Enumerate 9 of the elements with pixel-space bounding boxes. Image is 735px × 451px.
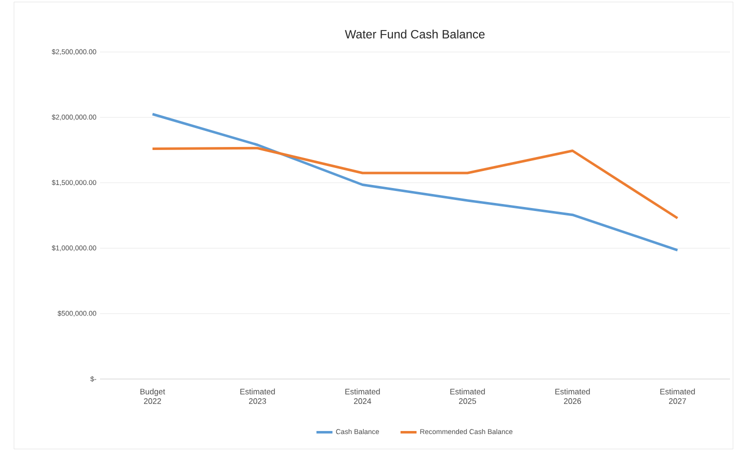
x-tick-label: Estimated 2023 bbox=[240, 388, 275, 404]
line-series bbox=[151, 146, 679, 220]
chart-title: Water Fund Cash Balance bbox=[344, 30, 485, 38]
x-tick-label: Estimated 2027 bbox=[660, 388, 695, 404]
x-tick-label: Budget 2022 bbox=[140, 388, 166, 404]
x-tick-label: Estimated 2024 bbox=[345, 388, 380, 404]
x-tick-label: Estimated 2026 bbox=[555, 388, 590, 404]
x-tick-label: Estimated 2025 bbox=[450, 388, 485, 404]
line-series bbox=[151, 112, 679, 252]
